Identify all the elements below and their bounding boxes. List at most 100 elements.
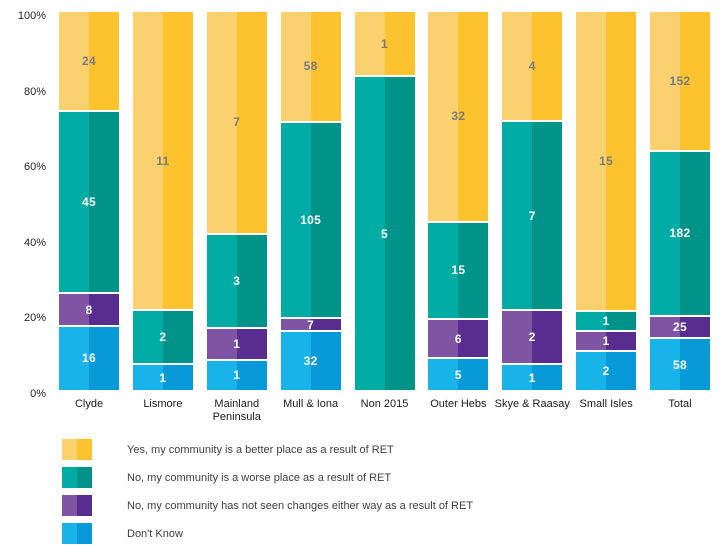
bar-segment: 1 [132,363,193,390]
y-tick-label: 20% [23,312,46,325]
x-category-label: Skye & Raasay [494,398,570,410]
x-category-label: Outer Hebs [430,398,487,410]
segment-value-label: 11 [156,153,170,168]
segment-value-label: 45 [82,194,96,209]
bar-segment: 1 [502,363,563,390]
x-category-label: Lismore [143,398,183,410]
segment-value-label: 15 [599,154,614,169]
bar-segment: 1 [206,358,267,390]
x-category-label: Small Isles [579,398,633,410]
y-tick-label: 0% [30,388,46,400]
segment-value-label: 16 [82,351,96,366]
bar-segment: 182 [650,149,710,315]
segment-value-label: 1 [233,368,241,383]
bar-segment: 15 [428,220,489,319]
legend-item: No, my community has not seen changes ei… [62,495,473,516]
legend-item: No, my community is a worse place as a r… [62,467,473,488]
bar-segment: 8 [59,292,119,325]
bar-segment: 1 [354,12,415,75]
segment-value-label: 1 [602,334,610,349]
bar-segment: 11 [132,12,193,309]
bar-segment: 105 [280,120,341,318]
bar-clyde: 24 45 8 16 [59,12,119,390]
legend-label: No, my community is a worse place as a r… [127,471,392,484]
segment-value-label: 2 [528,330,536,344]
bar-segment: 58 [280,12,341,121]
bar-segment: 2 [132,309,193,363]
legend-label: Don't Know [127,527,183,540]
bar-segment: 16 [59,324,119,390]
bar-mainland-peninsula: 7 3 1 1 [206,12,267,390]
segment-value-label: 58 [673,357,687,372]
bar-segment: 24 [59,12,119,110]
bar-mull-iona: 58 105 7 32 [280,12,341,390]
bar-segment: 7 [502,120,563,309]
segment-value-label: 7 [528,208,536,223]
x-category-label: Mainland Peninsula [212,398,261,423]
bar-segment: 1 [576,330,637,351]
bar-small-isles: 15 1 1 2 [576,12,637,390]
bar-segment: 7 [280,317,341,332]
bar-segment: 32 [280,330,341,390]
bar-segment: 2 [502,309,563,363]
segment-value-label: 152 [669,73,691,88]
segment-value-label: 32 [451,109,466,124]
bar-total: 152 182 25 58 [650,12,710,390]
legend-swatch-icon [62,495,92,516]
segment-value-label: 24 [82,53,96,68]
plot-area: 24 45 8 16 11 2 1 7 3 1 1 58 105 7 32 1 5 32 15 6 5 4 7 2 1 15 1 1 2… [59,12,710,390]
bar-segment: 58 [650,337,710,390]
bar-segment: 2 [576,350,637,390]
y-tick-label: 80% [23,85,46,98]
segment-value-label: 7 [307,317,315,332]
bar-segment: 4 [502,12,563,120]
bar-segment: 45 [59,109,119,293]
y-tick-label: 40% [23,236,46,249]
segment-value-label: 58 [303,59,318,74]
segment-value-label: 1 [381,36,388,51]
segment-value-label: 1 [233,336,241,351]
segment-value-label: 2 [602,364,610,379]
legend-swatch-icon [62,523,92,544]
bar-segment: 5 [354,75,415,390]
segment-value-label: 32 [303,354,318,369]
legend-label: No, my community has not seen changes ei… [127,499,474,512]
segment-value-label: 6 [454,331,462,346]
segment-value-label: 1 [159,370,167,385]
segment-value-label: 3 [233,273,241,288]
bar-segment: 1 [576,310,637,331]
segment-value-label: 25 [673,320,687,335]
x-category-label: Clyde [74,398,104,410]
bar-segment: 1 [206,327,267,359]
bar-segment: 3 [206,232,267,327]
x-category-label: Mull & Iona [283,398,339,410]
y-tick-label: 100% [17,10,46,22]
bar-outer-hebs: 32 15 6 5 [428,12,489,390]
segment-value-label: 2 [159,330,167,344]
bar-segment: 7 [206,12,267,233]
segment-value-label: 182 [669,226,691,241]
segment-value-label: 1 [528,370,536,385]
legend-item: Don't Know [62,523,473,544]
x-category-label: Non 2015 [360,398,409,410]
legend-swatch-icon [62,467,92,488]
bar-segment: 32 [428,12,489,221]
x-category-label: Total [668,398,692,410]
segment-value-label: 8 [85,302,93,317]
bar-segment: 25 [650,314,710,338]
segment-value-label: 7 [233,115,241,130]
segment-value-label: 15 [451,263,466,278]
legend-swatch-icon [62,439,92,460]
legend-item: Yes, my community is a better place as a… [62,439,473,460]
bar-skye-raasay: 4 7 2 1 [502,12,563,390]
bar-segment: 5 [428,357,489,390]
segment-value-label: 5 [454,367,462,382]
segment-value-label: 5 [381,226,388,241]
legend: Yes, my community is a better place as a… [62,439,473,551]
bar-segment: 15 [576,12,637,311]
segment-value-label: 1 [602,314,610,329]
y-tick-label: 60% [23,161,46,174]
legend-label: Yes, my community is a better place as a… [127,443,394,456]
